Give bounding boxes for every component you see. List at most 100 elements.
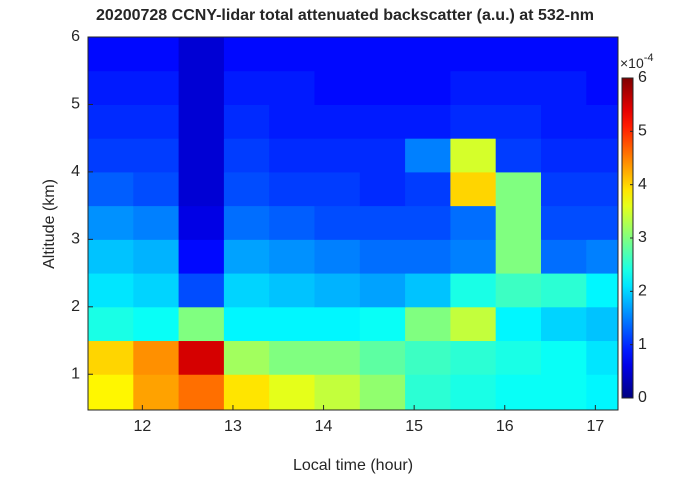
heatmap-cell (450, 70, 497, 105)
heatmap-cell (178, 104, 225, 139)
colorbar-tick-label: 6 (638, 69, 647, 86)
heatmap-cell (88, 138, 134, 173)
heatmap-cell (269, 340, 315, 375)
heatmap-cell (405, 37, 451, 72)
heatmap-cell (359, 138, 406, 173)
x-axis-label: Local time (hour) (293, 457, 413, 474)
heatmap-cell (133, 70, 180, 105)
plot-frame (87, 36, 619, 411)
heatmap-cell (586, 340, 619, 375)
heatmap-cell (88, 340, 134, 375)
colorbar-tick-label: 0 (638, 389, 647, 406)
heatmap-cell (88, 171, 134, 207)
heatmap-cell (88, 37, 134, 72)
heatmap-cell (223, 171, 270, 207)
heatmap-cell (359, 205, 406, 240)
x-tick-label: 12 (133, 418, 151, 435)
heatmap-cell (178, 138, 225, 173)
heatmap-cell (540, 273, 587, 308)
y-tick-label: 5 (71, 96, 80, 113)
heatmap-cell (314, 70, 361, 105)
heatmap-cell (314, 239, 361, 274)
heatmap-cell (540, 138, 587, 173)
x-tick-label: 15 (405, 418, 423, 435)
colorbar-tick-label: 3 (638, 229, 647, 246)
heatmap-cell (359, 374, 406, 411)
heatmap-cell (495, 340, 542, 375)
heatmap-cell (540, 70, 587, 105)
heatmap-cell (178, 171, 225, 207)
heatmap-cell (178, 306, 225, 342)
heatmap-cell (405, 70, 451, 105)
heatmap-cell (133, 138, 180, 173)
heatmap-cell (359, 340, 406, 375)
heatmap-cell (359, 70, 406, 105)
heatmap-cell (586, 70, 619, 105)
heatmap-cell (359, 273, 406, 308)
heatmap-cell (178, 70, 225, 105)
heatmap-cell (495, 374, 542, 411)
heatmap-cell (314, 37, 361, 72)
heatmap-cell (269, 37, 315, 72)
heatmap-cell (223, 70, 270, 105)
y-tick-label: 4 (71, 163, 80, 180)
x-tick-label: 14 (315, 418, 333, 435)
heatmap-cell (223, 273, 270, 308)
heatmap-cell (450, 273, 497, 308)
y-tick-label: 2 (71, 298, 80, 315)
heatmap-cell (405, 138, 451, 173)
y-tick-label: 6 (71, 28, 80, 45)
heatmap-cell (495, 239, 542, 274)
heatmap-cell (269, 104, 315, 139)
heatmap-cell (405, 374, 451, 411)
heatmap-cell (359, 239, 406, 274)
heatmap-cell (269, 273, 315, 308)
heatmap-cell (269, 205, 315, 240)
multiplier-exponent: -4 (644, 52, 654, 64)
heatmap-cell (314, 104, 361, 139)
heatmap-cell (269, 374, 315, 411)
heatmap-cell (450, 171, 497, 207)
heatmap-cell (359, 104, 406, 139)
heatmap-cell (314, 273, 361, 308)
heatmap-cell (540, 171, 587, 207)
heatmap-cell (450, 374, 497, 411)
heatmap-cell (88, 104, 134, 139)
heatmap-cell (586, 306, 619, 342)
heatmap-cell (450, 138, 497, 173)
x-tick-label: 13 (224, 418, 242, 435)
heatmap-cell (540, 374, 587, 411)
colorbar-multiplier: ×10-4 (620, 52, 654, 71)
heatmap-cell (223, 306, 270, 342)
chart-title: 20200728 CCNY-lidar total attenuated bac… (96, 7, 594, 24)
heatmap-cell (540, 306, 587, 342)
heatmap-cell (88, 273, 134, 308)
heatmap-cell (540, 205, 587, 240)
heatmap-cell (495, 306, 542, 342)
heatmap-cell (269, 171, 315, 207)
heatmap-cell (223, 239, 270, 274)
heatmap-cell (450, 306, 497, 342)
heatmap-cell (450, 37, 497, 72)
heatmap-cell (586, 273, 619, 308)
heatmap-cell (178, 374, 225, 411)
heatmap-cell (88, 205, 134, 240)
y-axis-label: Altitude (km) (41, 179, 58, 269)
heatmap-cell (495, 37, 542, 72)
heatmap-cell (314, 340, 361, 375)
x-tick-label: 16 (496, 418, 514, 435)
heatmap-cell (314, 138, 361, 173)
heatmap-cell (133, 104, 180, 139)
heatmap-cell (540, 37, 587, 72)
heatmap-cell (495, 205, 542, 240)
heatmap-cell (359, 171, 406, 207)
colorbar-tick-label: 4 (638, 176, 647, 193)
heatmap-cell (586, 104, 619, 139)
heatmap-cell (133, 171, 180, 207)
heatmap-cell (314, 205, 361, 240)
heatmap-cell (405, 306, 451, 342)
heatmap-cell (586, 205, 619, 240)
colorbar-tick-label: 5 (638, 123, 647, 140)
heatmap-cell (223, 340, 270, 375)
